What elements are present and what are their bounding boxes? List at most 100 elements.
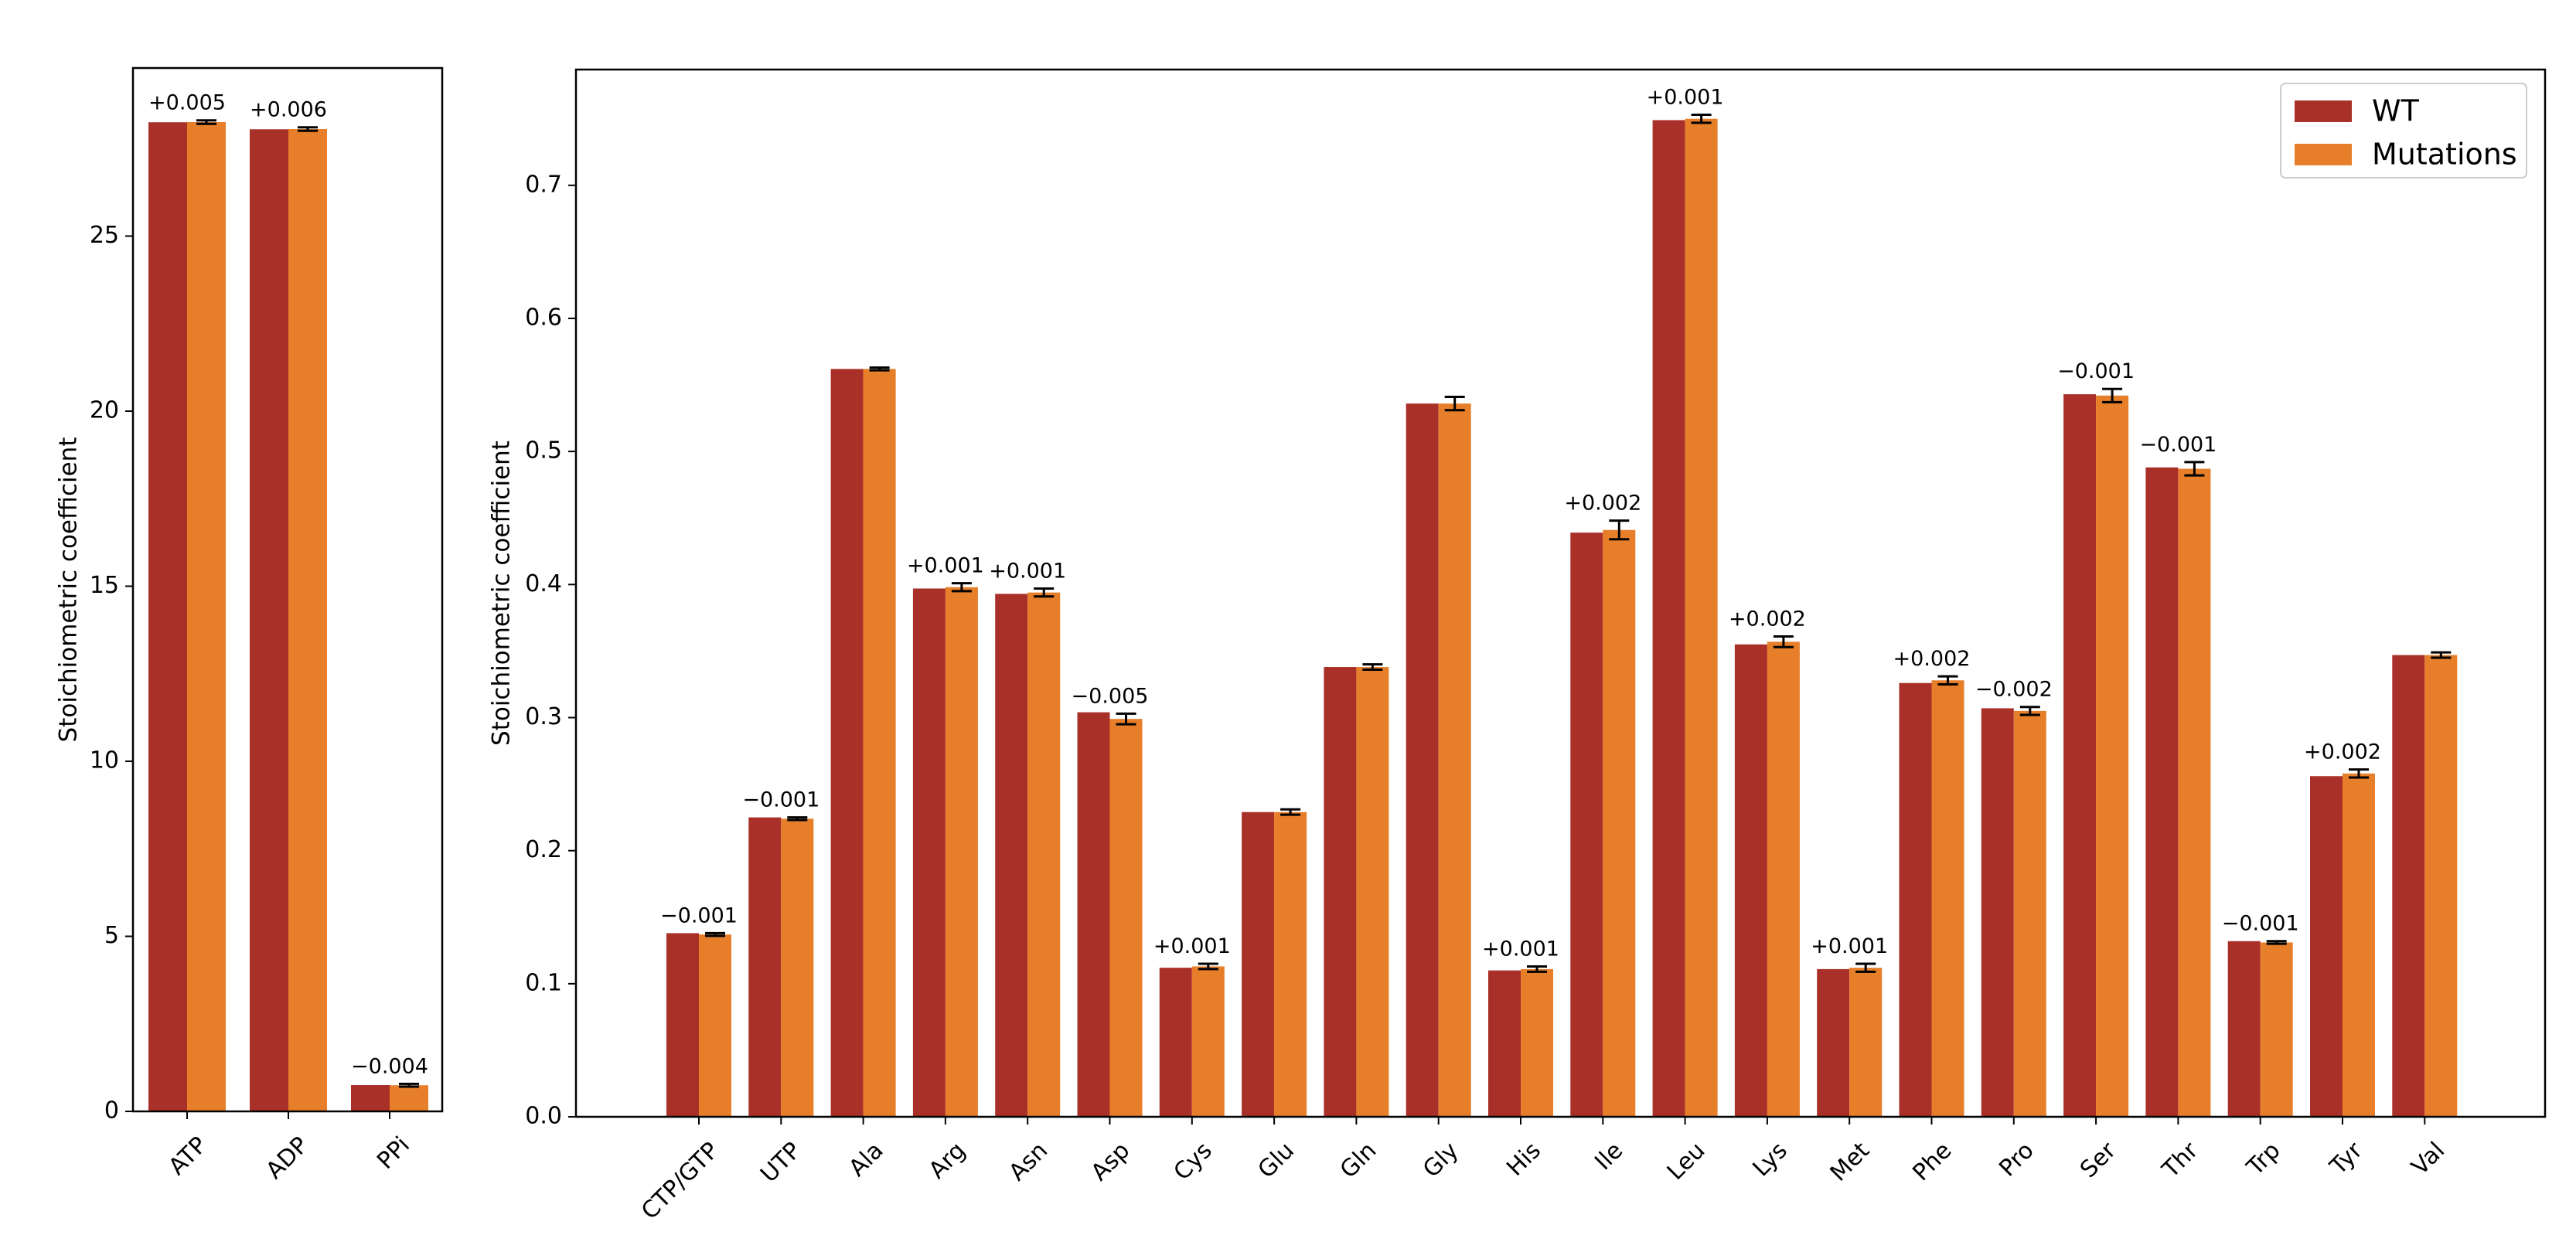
x-tick-label-cys: Cys (1169, 1137, 1218, 1186)
error-bar-tyr (2349, 768, 2369, 779)
annotation-leu: +0.001 (1647, 86, 1724, 110)
x-tick-label-arg: Arg (924, 1137, 971, 1184)
error-bar-gln (1362, 663, 1383, 671)
bar-mutations-leu (1685, 118, 1718, 1117)
x-tick-label-ser: Ser (2075, 1137, 2121, 1183)
annotation-trp: −0.001 (2222, 912, 2299, 936)
error-bar-trp (2266, 940, 2287, 945)
error-bar-lys (1773, 635, 1794, 648)
error-bar-ser (2102, 387, 2123, 403)
error-bar-glu (1280, 808, 1301, 816)
y-tick-label: 5 (104, 922, 119, 949)
bar-mutations-ser (2096, 395, 2129, 1118)
bar-wt-atp (148, 122, 187, 1111)
bar-mutations-ala (863, 369, 896, 1118)
y-tick-label: 0.7 (525, 171, 562, 198)
bar-wt-ala (830, 369, 864, 1118)
plot-frame (574, 68, 2547, 1118)
annotation-utp: −0.001 (742, 788, 819, 812)
x-tick-label-glu: Glu (1252, 1137, 1300, 1184)
error-bar-pro (2019, 706, 2040, 716)
x-tick-label-ile: Ile (1590, 1137, 1628, 1176)
error-bar-asn (1034, 587, 1055, 598)
x-tick-label-ctp-gtp: CTP/GTP (636, 1137, 724, 1225)
y-tick-label: 10 (90, 747, 119, 774)
bar-mutations-cys (1191, 966, 1225, 1117)
legend-swatch-mutations (2295, 144, 2352, 165)
x-tick-label-ala: Ala (843, 1137, 888, 1182)
bar-wt-met (1817, 968, 1850, 1117)
x-tick-label-phe: Phe (1907, 1137, 1957, 1186)
y-tick-label: 0.5 (525, 437, 562, 464)
annotation-ctp-gtp: −0.001 (660, 903, 738, 927)
bar-mutations-trp (2260, 942, 2293, 1117)
bar-wt-asn (995, 594, 1028, 1117)
error-bar-leu (1691, 114, 1712, 124)
bar-wt-phe (1899, 682, 1932, 1117)
bar-mutations-arg (945, 587, 978, 1117)
error-bar-ppi (399, 1082, 419, 1088)
bar-mutations-asp (1109, 719, 1143, 1117)
bar-mutations-utp (781, 818, 814, 1117)
annotation-thr: −0.001 (2139, 433, 2217, 457)
error-bar-cys (1198, 962, 1218, 971)
y-axis-label: Stoichiometric coefficient (488, 441, 516, 746)
panel-energy-cofactors: +0.005 ATP +0.006 ADP −0.004 PPi 0 5 10 15 20 25 Sto… (55, 66, 444, 1185)
x-tick-label-leu: Leu (1662, 1137, 1711, 1186)
panel-nucleotides-amino-acids: −0.001 CTP/GTP −0.001 UTP Ala +0.001 Arg +0.001… (488, 68, 2547, 1225)
x-tick-label-met: Met (1825, 1137, 1876, 1187)
annotation-asn: +0.001 (989, 559, 1066, 583)
bar-mutations-gly (1438, 403, 1471, 1117)
legend: WT Mutations (2280, 83, 2527, 179)
bar-wt-his (1488, 970, 1521, 1117)
x-tick-label-trp: Trp (2241, 1137, 2285, 1181)
x-tick-label-utp: UTP (755, 1137, 806, 1188)
x-tick-label-thr: Thr (2157, 1137, 2204, 1184)
y-tick-label: 0.3 (525, 703, 562, 730)
error-bar-his (1527, 965, 1547, 973)
annotation-arg: +0.001 (907, 554, 984, 578)
legend-swatch-wt (2295, 100, 2352, 122)
annotation-asp: −0.005 (1072, 684, 1149, 708)
bar-wt-lys (1734, 644, 1767, 1117)
x-tick-label-his: His (1501, 1137, 1546, 1182)
y-tick-label: 20 (90, 396, 119, 424)
annotation-ile: +0.002 (1564, 492, 1641, 516)
error-bar-gly (1444, 396, 1465, 412)
bar-mutations-tyr (2343, 773, 2375, 1117)
bar-mutations-val (2424, 655, 2458, 1117)
y-tick-label: 0.0 (525, 1103, 562, 1130)
x-tick-label-gly: Gly (1418, 1137, 1464, 1183)
annotation-lys: +0.002 (1729, 607, 1806, 631)
annotation-met: +0.001 (1811, 934, 1888, 958)
bar-wt-ctp-gtp (666, 933, 699, 1117)
error-bar-thr (2184, 461, 2205, 477)
error-bar-asp (1116, 712, 1136, 726)
bar-wt-thr (2145, 467, 2179, 1117)
x-tick-label-gln: Gln (1335, 1137, 1382, 1184)
y-tick-label: 0.1 (525, 969, 562, 996)
x-tick-label-asn: Asn (1003, 1137, 1053, 1186)
bar-mutations-met (1849, 968, 1883, 1117)
plot-frame (131, 66, 444, 1113)
y-tick-label: 0.2 (525, 836, 562, 863)
bar-mutations-thr (2178, 468, 2211, 1117)
bar-mutations-adp (288, 129, 327, 1111)
annotation-phe: +0.002 (1893, 647, 1971, 671)
legend-label-wt: WT (2372, 94, 2420, 128)
bar-wt-ile (1570, 533, 1603, 1117)
bar-mutations-ppi (390, 1085, 428, 1111)
legend-label-mutations: Mutations (2372, 138, 2517, 172)
x-tick-label-val: Val (2407, 1137, 2451, 1181)
y-tick-label: 0.4 (525, 570, 562, 597)
bar-mutations-atp (187, 121, 226, 1112)
annotation-ser: −0.001 (2057, 359, 2135, 383)
bar-wt-glu (1242, 812, 1275, 1117)
error-bar-ala (869, 366, 890, 372)
bar-mutations-pro (2013, 710, 2046, 1117)
bar-wt-pro (1981, 708, 2014, 1117)
error-bar-ctp-gtp (705, 931, 725, 937)
error-bar-phe (1937, 675, 1958, 686)
annotation-adp: +0.006 (250, 98, 327, 122)
bar-mutations-ctp-gtp (699, 934, 731, 1117)
